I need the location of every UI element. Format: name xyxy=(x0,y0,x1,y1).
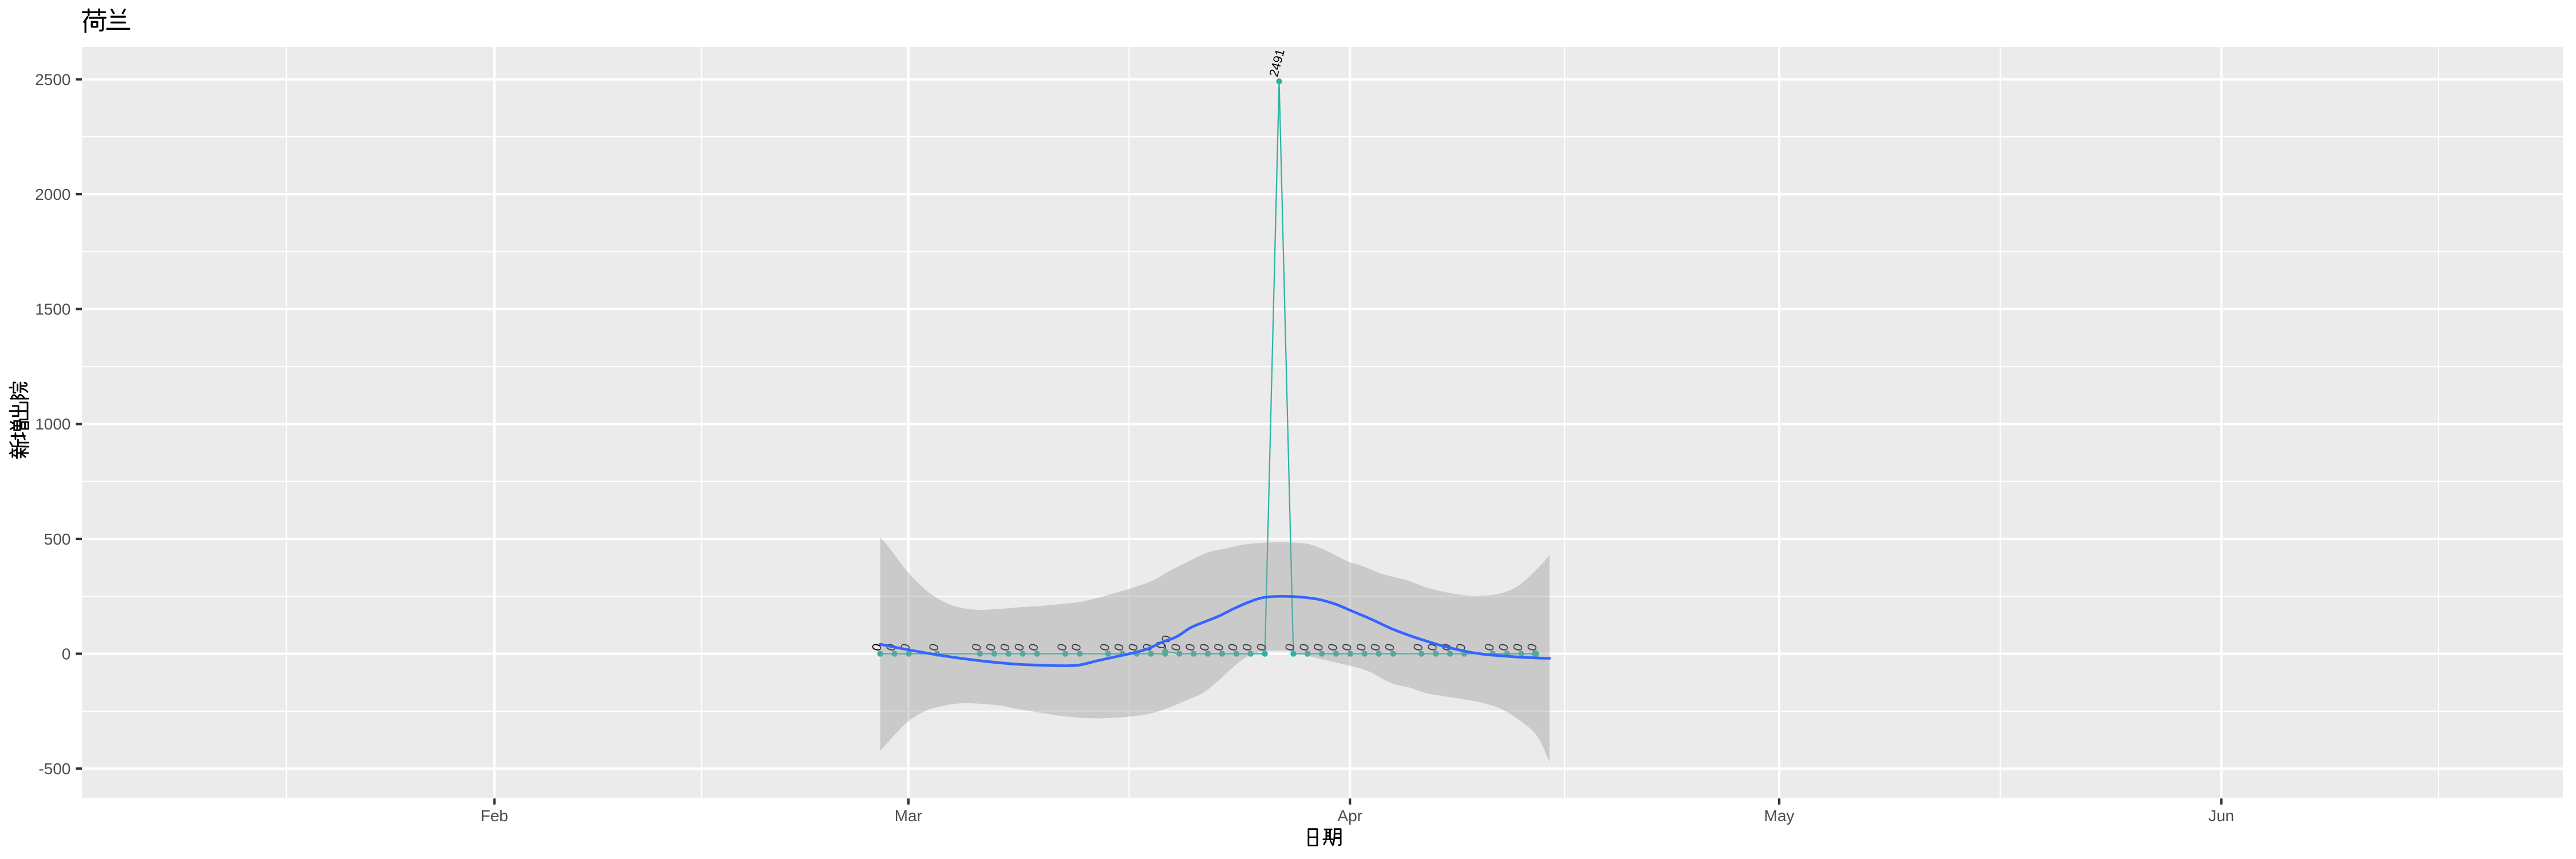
svg-text:0: 0 xyxy=(62,645,71,663)
svg-text:-500: -500 xyxy=(38,760,70,778)
svg-text:May: May xyxy=(1764,807,1795,825)
svg-text:Jun: Jun xyxy=(2208,807,2234,825)
svg-text:2500: 2500 xyxy=(35,70,70,88)
svg-text:500: 500 xyxy=(44,530,71,548)
svg-text:2000: 2000 xyxy=(35,186,70,203)
svg-text:1000: 1000 xyxy=(35,415,70,433)
svg-text:Apr: Apr xyxy=(1337,807,1362,825)
svg-text:Mar: Mar xyxy=(895,807,922,825)
svg-text:1500: 1500 xyxy=(35,301,70,318)
svg-text:Feb: Feb xyxy=(480,807,508,825)
